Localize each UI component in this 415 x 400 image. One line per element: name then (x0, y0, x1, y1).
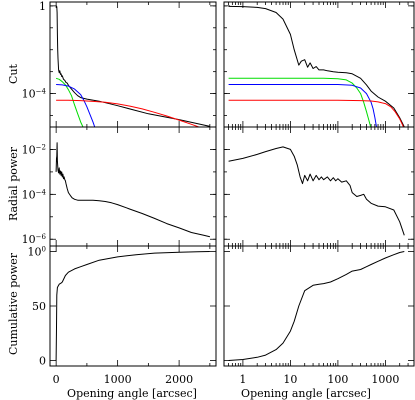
x-tick-label: 1000 (104, 373, 132, 386)
y-tick-label: 10−4 (22, 88, 47, 101)
series-line-3 (228, 99, 405, 127)
curves (228, 5, 405, 127)
series-line-0 (228, 251, 405, 361)
panel-frame (49, 1, 217, 128)
y-tick-label: 1 (39, 0, 46, 13)
panel-frame (49, 245, 217, 367)
panel-frame (223, 126, 415, 247)
x-tick-label: 1000 (371, 373, 399, 386)
y-tick-label: 0 (39, 355, 46, 368)
panel-row1-left: 1 10−4 (22, 0, 217, 128)
panel-row2-right (223, 126, 415, 247)
panel-row3-right: 1 10 100 1000 (223, 245, 415, 386)
y-tick-label: 10−6 (22, 233, 47, 246)
panel-row3-left: 0 1000 2000 0 50 100 (28, 245, 217, 386)
x-tick-label: 0 (53, 373, 60, 386)
y-tick-label: 100 (28, 245, 46, 258)
series-line-0 (228, 5, 405, 127)
curves (228, 146, 405, 236)
series-line-0 (55, 142, 211, 238)
y-tick-label: 10−2 (22, 143, 46, 156)
series-line-2 (228, 84, 377, 127)
panel-frame (49, 126, 217, 247)
y-axis-label-row3: Cumulative power (7, 252, 20, 355)
curves (55, 251, 210, 361)
x-tick-label: 100 (327, 373, 348, 386)
x-tick-label: 10 (283, 373, 297, 386)
curves (55, 142, 211, 238)
x-tick-label: 2000 (165, 373, 193, 386)
panel-row2-left: 10−2 10−4 10−6 (22, 126, 217, 247)
panel-frame (223, 1, 415, 128)
series-line-3 (56, 99, 201, 127)
panel-frame (223, 245, 415, 367)
curves (228, 251, 405, 361)
curves (55, 5, 211, 127)
y-tick-label: 10−4 (22, 188, 47, 201)
y-axis-label-row2: Radial power (7, 146, 20, 221)
series-line-0 (55, 5, 211, 127)
panel-row1-right (223, 1, 415, 128)
series-line-0 (55, 251, 210, 361)
x-axis-label-right: Opening angle [arcsec] (241, 387, 371, 400)
series-line-1 (228, 77, 372, 127)
x-axis-label-left: Opening angle [arcsec] (67, 387, 197, 400)
series-line-1 (55, 77, 84, 127)
x-tick-label: 1 (239, 373, 246, 386)
series-line-2 (56, 84, 96, 127)
series-line-0 (228, 146, 405, 236)
y-tick-label: 50 (32, 300, 46, 313)
y-axis-label-row1: Cut (7, 63, 20, 84)
